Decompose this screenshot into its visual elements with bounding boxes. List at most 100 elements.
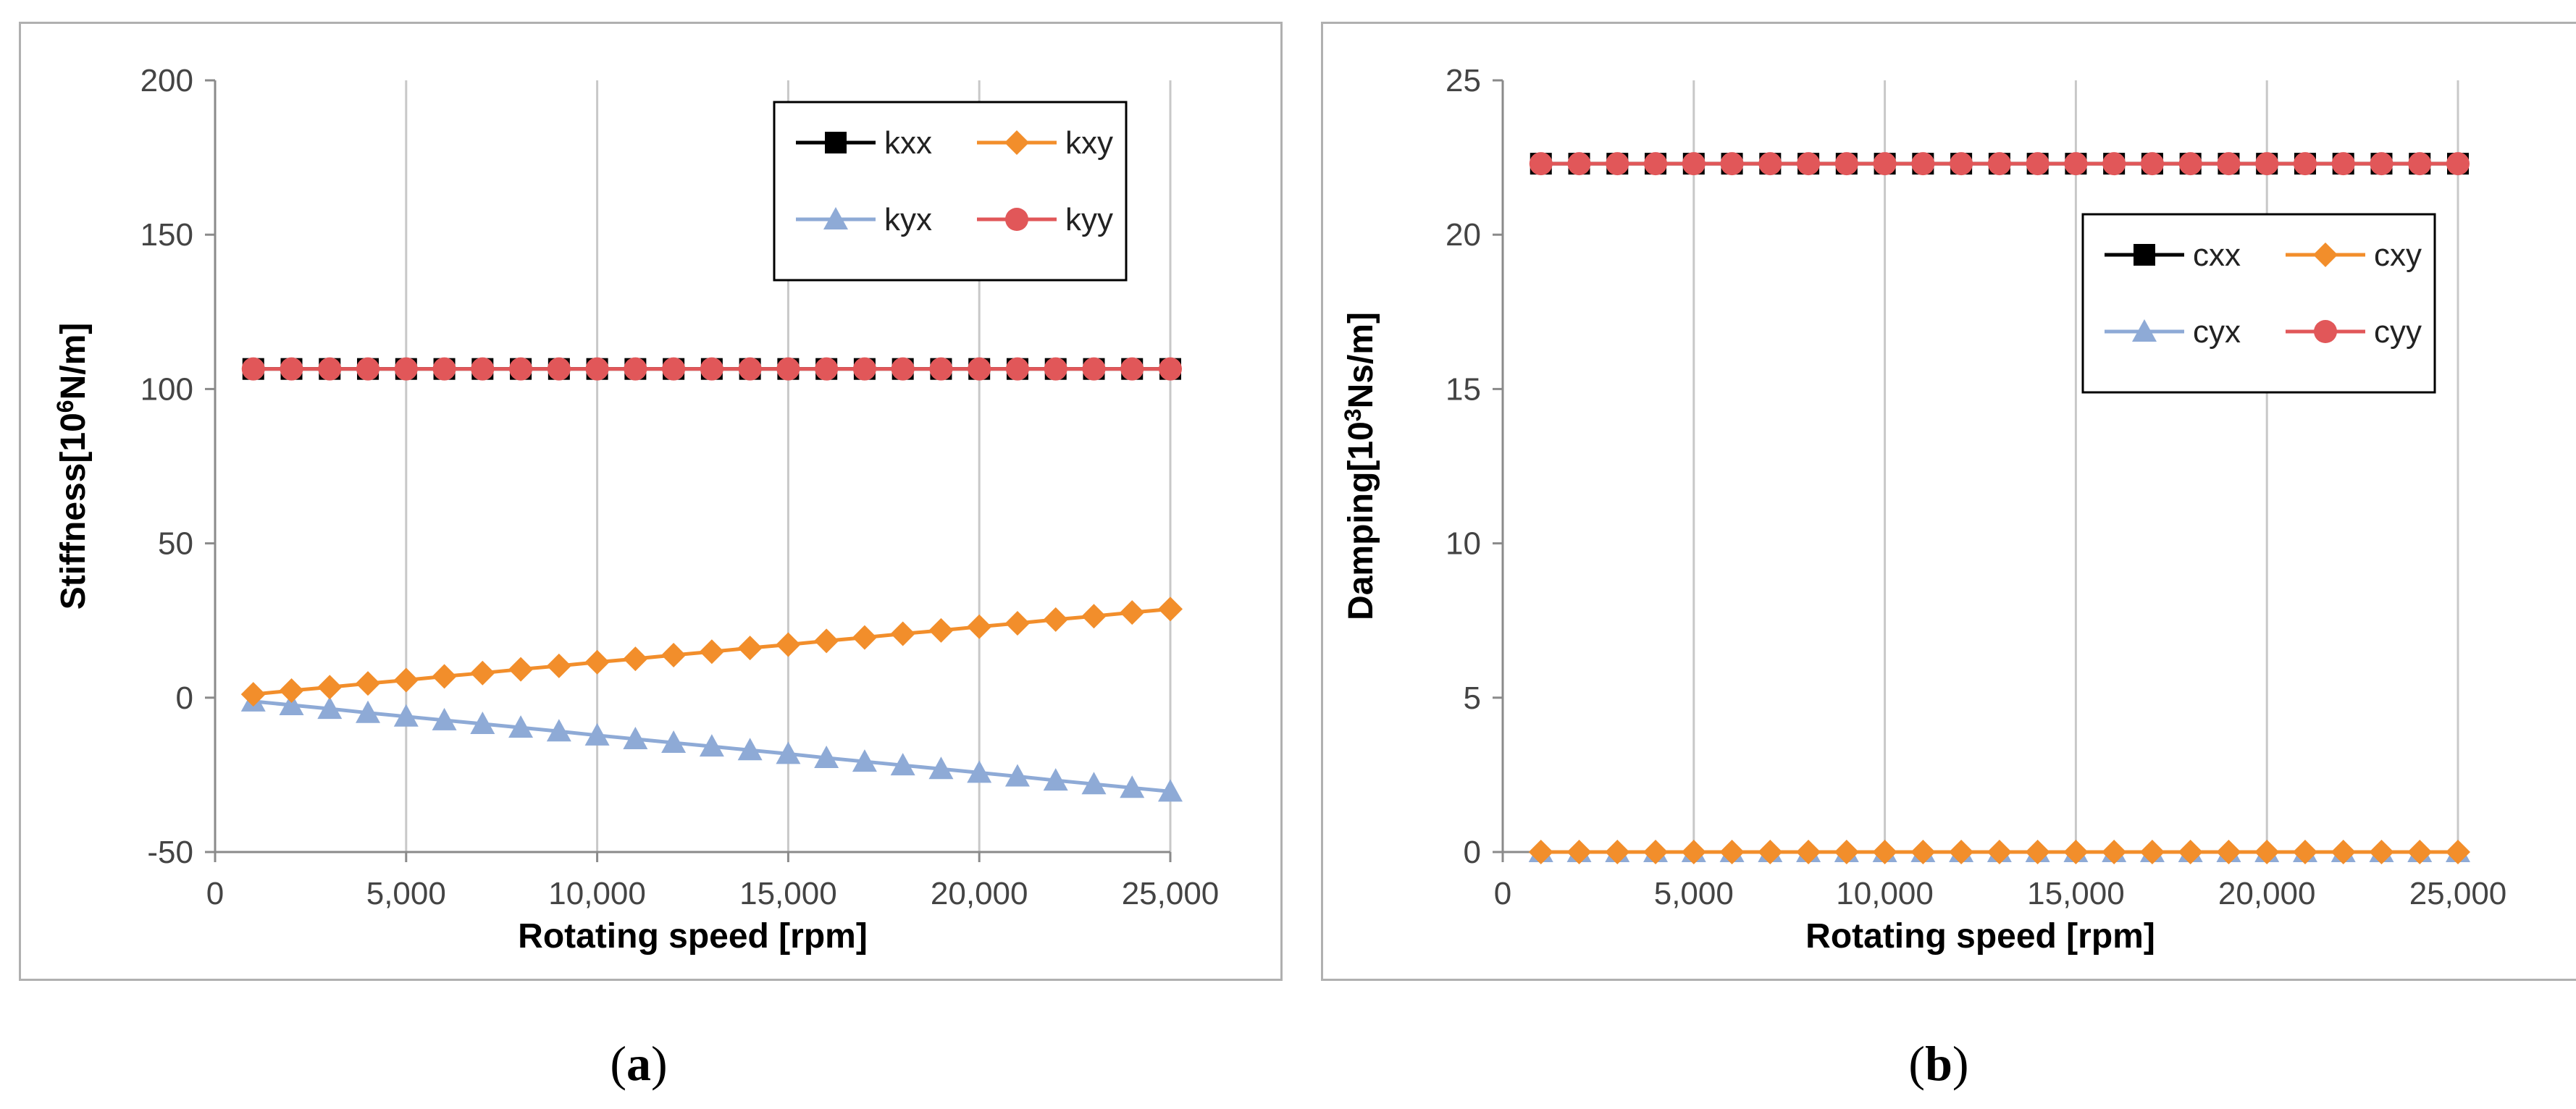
- data-point-kyy: [738, 357, 762, 381]
- data-point-kyx: [890, 753, 915, 776]
- y-tick-label: 5: [1464, 680, 1481, 716]
- data-point-kxy: [661, 642, 687, 667]
- data-point-kxy: [279, 678, 304, 703]
- legend-label-cyx: cyx: [2193, 314, 2241, 350]
- data-point-cyy: [1529, 152, 1553, 176]
- x-tick-label: 15,000: [2027, 876, 2125, 911]
- data-point-cyy: [1682, 152, 1706, 176]
- data-point-kyy: [891, 357, 915, 381]
- data-point-kyx: [1004, 764, 1030, 787]
- data-point-kyy: [852, 357, 876, 381]
- data-point-kxy: [584, 649, 610, 675]
- caption-a-letter: a: [626, 1036, 651, 1091]
- data-point-cxy: [2139, 840, 2165, 864]
- data-point-cyy: [2026, 152, 2050, 176]
- legend-marker-cxx: [2134, 244, 2155, 266]
- caption-b-letter: b: [1925, 1036, 1952, 1091]
- y-tick-label: -50: [147, 835, 193, 870]
- data-point-kyx: [546, 719, 571, 742]
- data-point-kyx: [737, 738, 763, 761]
- data-point-kxy: [1158, 596, 1183, 622]
- legend-label-cxy: cxy: [2374, 237, 2422, 273]
- data-point-kyy: [1005, 357, 1029, 381]
- data-point-kxy: [1120, 600, 1145, 625]
- x-tick-label: 20,000: [931, 876, 1028, 911]
- data-point-kyy: [968, 357, 991, 381]
- legend-marker-cxy: [2313, 243, 2338, 267]
- data-point-cxy: [1719, 840, 1745, 864]
- data-point-kyy: [280, 357, 303, 381]
- data-point-kyx: [623, 726, 648, 749]
- data-point-cyy: [1797, 152, 1821, 176]
- data-point-kyx: [852, 749, 877, 772]
- y-tick-label: 100: [140, 371, 193, 407]
- data-point-kyy: [471, 357, 495, 381]
- data-point-cxy: [2407, 840, 2433, 864]
- data-point-kxy: [776, 632, 801, 657]
- data-point-cxy: [2102, 840, 2127, 864]
- data-point-cyy: [1644, 152, 1668, 176]
- data-point-cyy: [2178, 152, 2202, 176]
- data-point-cxy: [1643, 840, 1669, 864]
- data-point-cyy: [2408, 152, 2432, 176]
- legend-marker-cyx: [2132, 319, 2157, 342]
- legend-marker-kxx: [825, 132, 847, 153]
- data-point-kyx: [356, 700, 381, 723]
- data-point-kxy: [393, 667, 419, 693]
- data-point-kyy: [700, 357, 723, 381]
- data-point-cxy: [1872, 840, 1897, 864]
- data-point-kyy: [1120, 357, 1144, 381]
- data-point-kxy: [623, 646, 648, 672]
- y-tick-label: 200: [140, 63, 193, 98]
- x-axis-label: Rotating speed [rpm]: [518, 917, 868, 956]
- data-point-cyy: [2255, 152, 2279, 176]
- data-point-cyy: [2140, 152, 2164, 176]
- chart-panel-damping: 0 5 10 15 20 25 0 5,000 10,000 15,000 20,000 25,000…: [1321, 22, 2576, 981]
- series-cyy: [1529, 152, 2470, 176]
- data-point-cxy: [1986, 840, 2012, 864]
- x-tick-label: 10,000: [1836, 876, 1934, 911]
- data-point-kxy: [1081, 604, 1107, 629]
- data-point-kyx: [928, 756, 954, 780]
- data-point-kxy: [852, 625, 877, 650]
- data-point-cyy: [1834, 152, 1858, 176]
- data-point-kyy: [356, 357, 380, 381]
- data-point-kxy: [470, 660, 495, 686]
- x-tick-label: 5,000: [1654, 876, 1734, 911]
- data-point-cyy: [1987, 152, 2011, 176]
- y-tick-label: 10: [1446, 526, 1481, 562]
- data-point-kxy: [546, 653, 571, 678]
- data-point-kyy: [624, 357, 647, 381]
- chart-panel-stiffness: -50 0 50 100 150 200 0 5,000 10,000 15,000 20,000 2…: [19, 22, 1283, 981]
- data-point-kxy: [240, 682, 266, 707]
- data-point-kyy: [929, 357, 953, 381]
- data-point-kxy: [317, 675, 343, 700]
- data-point-kyy: [432, 357, 456, 381]
- series-kxy: [240, 596, 1183, 707]
- data-point-kyx: [699, 734, 724, 757]
- data-point-cxy: [1834, 840, 1859, 864]
- data-point-kxy: [699, 639, 724, 665]
- data-point-kyx: [393, 704, 419, 727]
- data-point-kyx: [279, 693, 304, 716]
- data-point-kxy: [1004, 611, 1030, 636]
- data-point-cyy: [2217, 152, 2241, 176]
- data-point-cxy: [1681, 840, 1706, 864]
- data-point-kyx: [967, 760, 992, 783]
- data-point-kyy: [547, 357, 571, 381]
- data-point-kyx: [1043, 768, 1068, 791]
- y-tick-label: 20: [1446, 217, 1481, 253]
- data-point-cxy: [2025, 840, 2050, 864]
- data-point-kyx: [432, 707, 457, 730]
- data-point-kyy: [585, 357, 609, 381]
- data-point-kyx: [661, 730, 687, 754]
- damping-chart: 0 5 10 15 20 25 0 5,000 10,000 15,000 20,000 25,000…: [1340, 63, 2506, 956]
- data-point-cxy: [1758, 840, 1783, 864]
- x-tick-label: 0: [1494, 876, 1511, 911]
- data-point-cyy: [2064, 152, 2088, 176]
- stiffness-chart: -50 0 50 100 150 200 0 5,000 10,000 15,000 20,000 2…: [52, 63, 1219, 956]
- data-point-kxy: [890, 621, 915, 646]
- data-point-cyy: [2293, 152, 2317, 176]
- data-point-kxy: [928, 617, 954, 643]
- data-point-cxy: [2254, 840, 2280, 864]
